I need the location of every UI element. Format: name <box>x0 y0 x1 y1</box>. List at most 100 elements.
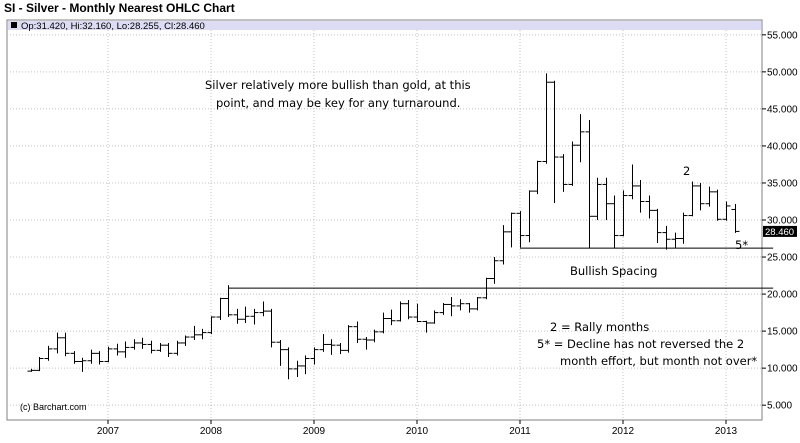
ohlc-bar <box>722 201 731 221</box>
ohlc-bar <box>224 285 233 318</box>
ohlc-bar <box>499 225 508 265</box>
last-price-tag: 28.460 <box>763 225 797 238</box>
ohlc-bars <box>27 73 740 380</box>
ohlc-bar <box>550 80 559 203</box>
ohlc-bar <box>671 232 680 249</box>
x-tick-label: 2008 <box>200 426 223 437</box>
ohlc-bar <box>370 329 379 343</box>
ohlc-bar <box>216 297 225 320</box>
ohlc-bar <box>70 351 79 364</box>
ohlc-bar <box>576 114 585 163</box>
ohlc-bar <box>559 154 568 192</box>
ohlc-bar <box>593 177 602 220</box>
ohlc-bar <box>422 320 431 333</box>
ohlc-bar <box>87 349 96 364</box>
ohlc-bar <box>387 309 396 326</box>
legend-note-month: month effort, but month not over* <box>560 354 757 368</box>
ohlc-bar <box>104 346 113 363</box>
ohlc-bar <box>156 342 165 352</box>
chart-title: SI - Silver - Monthly Nearest OHLC Chart <box>4 1 235 15</box>
ohlc-bar <box>198 328 207 340</box>
ohlc-bar <box>95 351 104 365</box>
ohlc-bar <box>181 335 190 346</box>
y-tick-label: 25.000 <box>767 253 798 264</box>
ohlc-bar <box>456 299 465 311</box>
ohlc-bar <box>241 306 250 323</box>
ohlc-bar <box>310 347 319 365</box>
ohlc-bar <box>35 357 44 372</box>
ohlc-bar <box>404 300 413 320</box>
ohlc-bar <box>482 277 491 300</box>
y-tick-label: 35.000 <box>767 178 798 189</box>
ohlc-bar <box>301 355 310 375</box>
ohlc-bar <box>430 310 439 324</box>
ohlc-legend: Op:31.420, Hi:32.160, Lo:28.255, Cl:28.4… <box>21 21 205 32</box>
x-tick-label: 2009 <box>303 426 326 437</box>
ohlc-bar <box>327 339 336 355</box>
ohlc-bar <box>130 339 139 350</box>
ohlc-bar <box>147 340 156 354</box>
ohlc-bar <box>636 180 645 213</box>
ohlc-bar <box>619 190 628 237</box>
ohlc-bar <box>568 141 577 186</box>
ohlc-bar <box>679 212 688 244</box>
x-tick-label: 2013 <box>715 426 738 437</box>
legend-note-rally: 2 = Rally months <box>550 320 649 334</box>
ohlc-bar <box>138 337 147 349</box>
ohlc-bar <box>207 316 216 335</box>
ohlc-bar <box>267 308 276 348</box>
ohlc-bar <box>731 204 740 233</box>
ohlc-bar <box>379 312 388 334</box>
ohlc-bar <box>121 341 130 358</box>
legend-note-decline: 5* = Decline has not reversed the 2 <box>537 337 744 351</box>
reference-lines <box>228 247 774 289</box>
y-tick-label: 40.000 <box>767 141 798 152</box>
ohlc-bar <box>662 225 671 250</box>
ohlc-bar <box>490 257 499 284</box>
ohlc-bar <box>713 189 722 221</box>
x-tick-label: 2012 <box>612 426 635 437</box>
y-tick-label: 45.000 <box>767 104 798 115</box>
ohlc-bar <box>413 303 422 323</box>
y-tick-label: 5.000 <box>767 401 792 412</box>
ohlc-bar <box>336 342 345 355</box>
ohlc-bar <box>53 332 62 354</box>
x-tick-label: 2011 <box>509 426 531 437</box>
ohlc-bar <box>439 302 448 315</box>
y-tick-label: 15.000 <box>767 327 798 338</box>
ohlc-bar <box>233 308 242 324</box>
header-band <box>8 21 761 30</box>
annotation-line-2: point, and may be key for any turnaround… <box>216 96 460 110</box>
ohlc-bar <box>705 186 714 207</box>
ohlc-bar <box>113 343 122 356</box>
bullish-spacing-label: Bullish Spacing <box>570 264 657 278</box>
ohlc-bar <box>78 357 87 372</box>
x-tick-label: 2010 <box>406 426 429 437</box>
y-tick-label: 20.000 <box>767 290 798 301</box>
ohlc-bar <box>44 345 53 361</box>
y-tick-label: 55.000 <box>767 30 798 41</box>
ohlc-bar <box>602 177 611 220</box>
ohlc-bar <box>465 302 474 313</box>
ohlc-bar <box>27 368 36 372</box>
ohlc-bar <box>164 342 173 358</box>
ohlc-bar <box>516 211 525 248</box>
ohlc-bar <box>396 301 405 322</box>
ohlc-bar <box>284 347 293 380</box>
ohlc-bar <box>61 332 70 357</box>
rally-marker-label: 2 <box>683 164 690 178</box>
y-tick-label: 30.000 <box>767 216 798 227</box>
y-axis: 5.000 10.000 15.000 20.000 25.000 30.000 35.00… <box>762 30 798 412</box>
ohlc-bar <box>250 308 259 325</box>
annotation-line-1: Silver relatively more bullish than gold… <box>205 78 471 92</box>
ohlc-bar <box>533 160 542 195</box>
y-tick-label: 50.000 <box>767 67 798 78</box>
x-tick-label: 2007 <box>97 426 120 437</box>
ohlc-bar <box>525 190 534 243</box>
ohlc-bar <box>696 182 705 211</box>
ohlc-bar <box>585 120 594 249</box>
watermark: (c) Barchart.com <box>20 402 87 412</box>
ohlc-bar <box>353 321 362 343</box>
ohlc-bar <box>276 340 285 366</box>
